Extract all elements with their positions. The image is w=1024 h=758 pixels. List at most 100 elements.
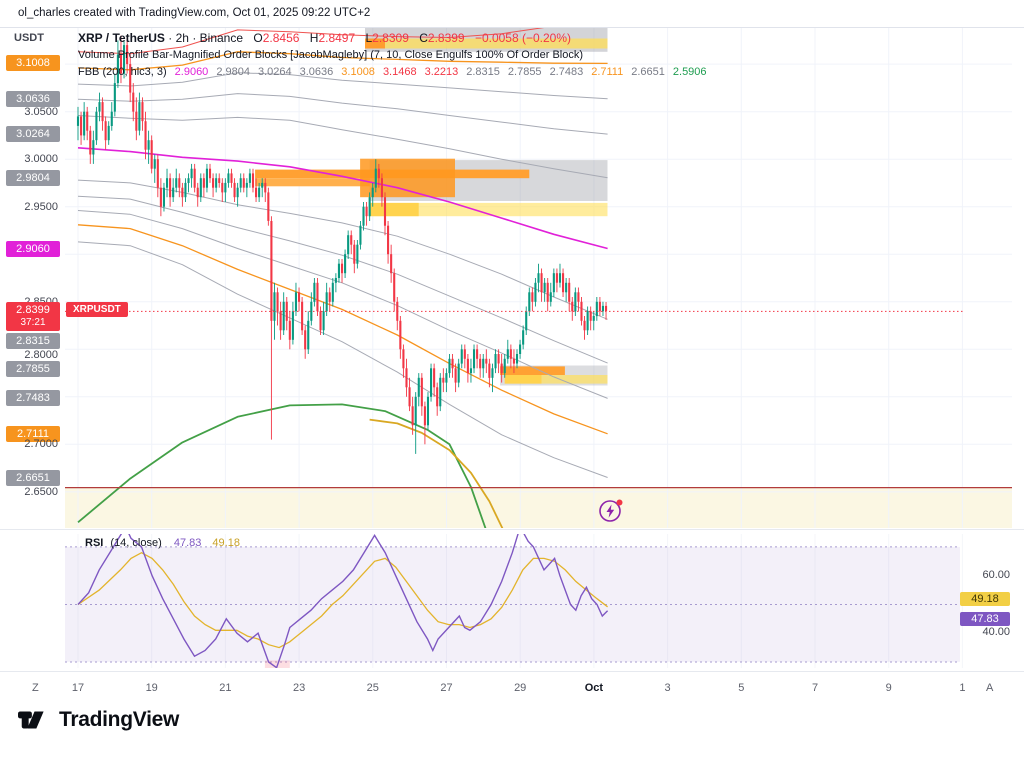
time-axis-tick: 19 <box>145 682 158 694</box>
price-axis-label: 2.8000 <box>24 349 58 362</box>
rsi-pane-canvas[interactable] <box>65 525 1012 669</box>
price-axis-label: 3.1008 <box>6 55 60 72</box>
fbb-value: 3.2213 <box>424 66 459 78</box>
change-value: −0.0058 (−0.20%) <box>474 31 572 45</box>
rsi-value: 47.83 <box>173 537 202 549</box>
fbb-value: 2.7111 <box>591 66 624 78</box>
fbb-value: 2.8315 <box>466 66 500 78</box>
open-value: 2.8456 <box>262 31 300 45</box>
time-axis-tick: 17 <box>71 682 85 694</box>
price-axis-label: 2.7483 <box>6 390 60 407</box>
fbb-value: 2.6651 <box>631 66 665 78</box>
price-axis-label: 3.0000 <box>24 153 58 166</box>
time-axis-tick: 7 <box>811 682 819 694</box>
volume-profile-indicator-title: Volume Profile Bar-Magnified Order Block… <box>78 49 584 61</box>
close-label: C <box>419 31 428 45</box>
axis-currency-label: USDT <box>14 32 44 44</box>
price-axis-label: 2.7000 <box>24 438 58 451</box>
rsi-ma-value: 49.18 <box>212 537 240 549</box>
low-value: 2.8309 <box>372 31 409 45</box>
header-separator <box>0 27 1024 28</box>
time-axis[interactable]: 17 19 21 23 25 27 29 Oct 3 5 7 9 1 <box>65 672 1012 700</box>
rsi-line <box>77 525 609 669</box>
price-axis-label: 2.7855 <box>6 361 60 378</box>
symbol-legend-row[interactable]: XRP / TetherUS · 2h · Binance O2.8456 H2… <box>78 31 707 46</box>
tradingview-branding[interactable]: TradingView <box>18 707 179 733</box>
attribution-text: ol_charles created with TradingView.com,… <box>18 7 371 19</box>
rsi-ma-line <box>77 551 608 649</box>
price-line-symbol-tag: XRPUSDT <box>66 302 128 318</box>
fbb-value: 3.0264 <box>257 66 292 78</box>
current-price-badge: 2.8399 37:21 <box>6 302 60 332</box>
rsi-ma-badge: 49.18 <box>960 591 1010 606</box>
price-axis-label: 2.9060 <box>6 240 60 257</box>
time-axis-tick: 1 <box>959 682 966 694</box>
time-axis-tick: 5 <box>738 682 745 694</box>
rsi-pane[interactable] <box>65 525 1012 669</box>
axis-separator <box>0 671 1024 672</box>
rsi-scale-60: 60.00 <box>982 568 1010 581</box>
fbb-bands <box>77 19 608 592</box>
rsi-value-badge: 47.83 <box>960 611 1010 626</box>
price-axis-label: 2.7111 <box>6 425 60 442</box>
fbb-value: 3.1468 <box>382 66 417 78</box>
fbb-indicator-title: FBB (200, hlc3, 3) <box>78 66 167 78</box>
time-axis-left-edge: Z <box>32 682 39 694</box>
separator-dot: · <box>192 31 197 45</box>
rsi-scale-40: 40.00 <box>982 626 1010 639</box>
lightning-icon <box>599 499 623 522</box>
price-axis-label: 3.0264 <box>6 126 60 143</box>
price-axis-label: 2.6651 <box>6 469 60 486</box>
fbb-value: 2.7483 <box>549 66 584 78</box>
price-axis[interactable]: USDT 2.8399 37:21 3.1008 3.0636 3.0500 3.02… <box>0 28 64 528</box>
time-axis-tick: 21 <box>219 682 232 694</box>
lightning-button[interactable] <box>598 498 624 524</box>
fbb-indicator-row[interactable]: FBB (200, hlc3, 3) 2.9060 2.9804 3.0264 3.06… <box>78 65 707 80</box>
time-axis-tick: Oct <box>584 682 604 694</box>
separator-dot: · <box>168 31 173 45</box>
time-axis-tick: 9 <box>885 682 892 694</box>
time-axis-tick: 25 <box>366 682 379 694</box>
tradingview-logo-icon <box>18 711 44 729</box>
fbb-value: 2.9804 <box>216 66 250 78</box>
exchange-label: Binance <box>199 31 244 45</box>
price-axis-label: 3.0636 <box>6 90 60 107</box>
rsi-params: (14, close) <box>110 537 162 549</box>
support-zone <box>65 487 1012 528</box>
candlestick-series <box>76 35 608 454</box>
fbb-value: 2.9060 <box>174 66 209 78</box>
high-label: H <box>309 31 319 45</box>
time-axis-tick: 27 <box>440 682 453 694</box>
price-axis-label: 2.9500 <box>24 200 58 213</box>
rsi-title: RSI <box>85 537 104 549</box>
interval-label[interactable]: 2h <box>175 31 189 45</box>
price-pane-canvas[interactable] <box>65 19 1012 592</box>
fbb-value: 3.0636 <box>299 66 334 78</box>
fbb-value: 3.1008 <box>341 66 375 78</box>
fbb-value: 2.7855 <box>507 66 542 78</box>
time-axis-tick: 3 <box>664 682 671 694</box>
price-axis-label: 2.8315 <box>6 333 60 350</box>
grid <box>65 28 1012 528</box>
time-axis-tick: 29 <box>514 682 527 694</box>
price-pane[interactable] <box>65 19 1012 592</box>
fbb-values: 2.9060 2.9804 3.0264 3.0636 3.1008 3.1468 3.22… <box>167 66 707 78</box>
open-label: O <box>253 31 263 45</box>
time-axis-right-edge: A <box>986 682 994 694</box>
symbol-name: XRP / TetherUS <box>78 31 165 45</box>
pane-separator[interactable] <box>0 529 1024 530</box>
legend: XRP / TetherUS · 2h · Binance O2.8456 H2… <box>78 31 707 80</box>
tradingview-wordmark: TradingView <box>59 708 180 731</box>
rsi-legend-row[interactable]: RSI (14, close) 47.83 49.18 <box>85 537 240 549</box>
low-label: L <box>365 31 373 45</box>
current-price-value: 2.8399 <box>16 304 50 317</box>
volume-profile-indicator-row[interactable]: Volume Profile Bar-Magnified Order Block… <box>78 48 707 63</box>
price-axis-label: 2.9804 <box>6 169 60 186</box>
close-value: 2.8399 <box>427 31 465 45</box>
high-value: 2.8497 <box>318 31 356 45</box>
time-axis-tick: 23 <box>292 682 306 694</box>
fbb-value: 2.5906 <box>672 66 707 78</box>
price-axis-label: 2.6500 <box>24 485 58 498</box>
price-axis-label: 3.0500 <box>24 105 58 118</box>
